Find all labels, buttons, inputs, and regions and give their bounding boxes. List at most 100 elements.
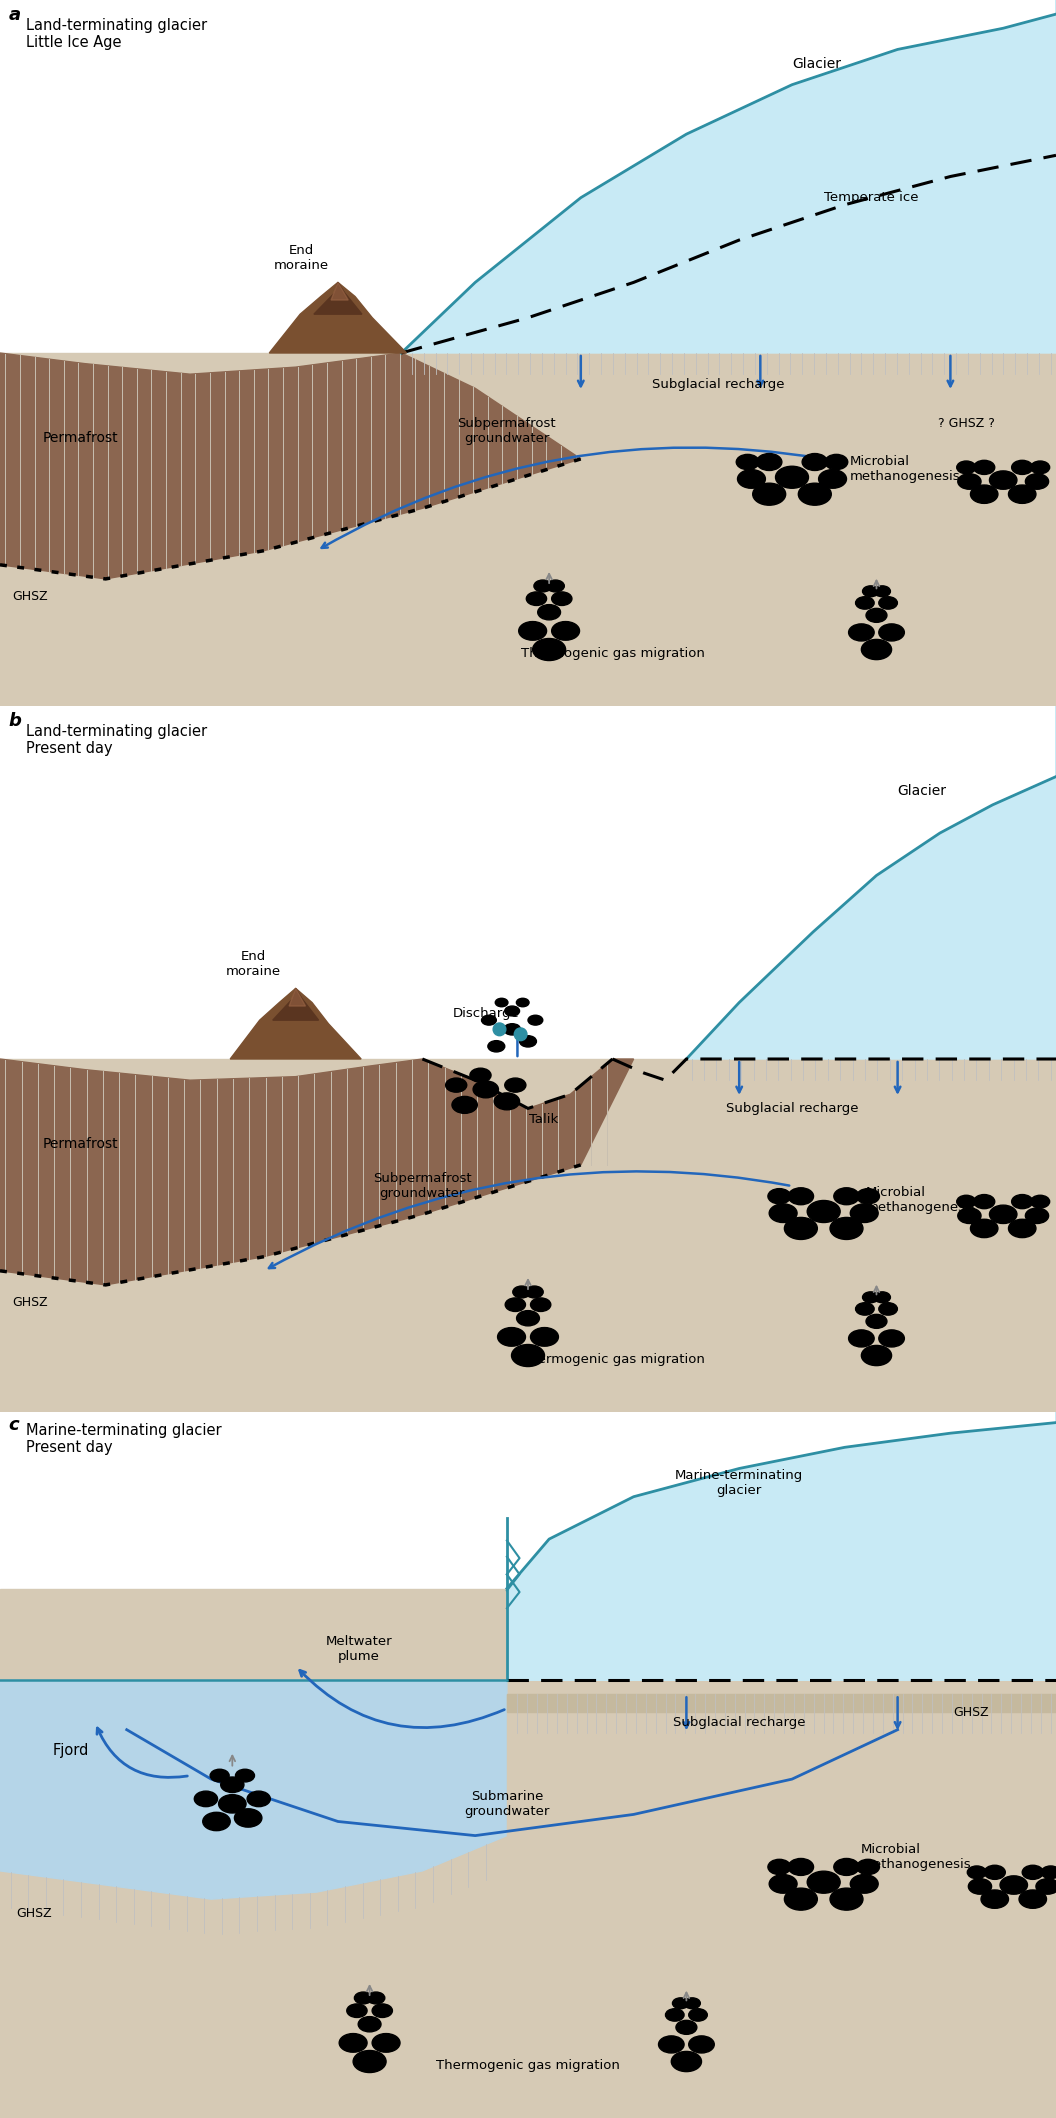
Circle shape (346, 2004, 367, 2018)
Text: Glacier: Glacier (792, 57, 841, 70)
Circle shape (863, 1292, 879, 1303)
Circle shape (863, 587, 879, 597)
Circle shape (511, 1345, 545, 1366)
Text: Microbial
methanogenesis: Microbial methanogenesis (850, 455, 961, 483)
Text: GHSZ: GHSZ (16, 1906, 52, 1919)
Ellipse shape (493, 1023, 506, 1036)
Text: End
moraine: End moraine (274, 244, 328, 271)
Circle shape (684, 1997, 700, 2008)
Circle shape (874, 587, 890, 597)
Circle shape (210, 1769, 229, 1781)
Text: Submarine
groundwater: Submarine groundwater (465, 1790, 549, 1817)
Circle shape (874, 1292, 890, 1303)
Circle shape (989, 1205, 1017, 1224)
Circle shape (1008, 1220, 1036, 1237)
Circle shape (372, 2033, 400, 2052)
Bar (0, 0, 1056, 354)
Circle shape (673, 1997, 689, 2008)
Circle shape (505, 1298, 526, 1311)
Circle shape (970, 1220, 998, 1237)
Polygon shape (230, 989, 361, 1059)
Text: Thermogenic gas migration: Thermogenic gas migration (436, 2059, 620, 2071)
Circle shape (834, 1188, 860, 1205)
Circle shape (866, 608, 887, 623)
Circle shape (497, 1328, 526, 1347)
Circle shape (1000, 1877, 1027, 1893)
Circle shape (850, 1874, 879, 1893)
Circle shape (676, 2021, 697, 2033)
Circle shape (353, 2050, 386, 2074)
Circle shape (1019, 1889, 1046, 1908)
Circle shape (530, 1298, 551, 1311)
Circle shape (957, 1195, 976, 1207)
Circle shape (879, 1303, 898, 1315)
Circle shape (221, 1777, 244, 1792)
Circle shape (830, 1218, 863, 1239)
Polygon shape (0, 1059, 634, 1286)
Text: Land-terminating glacier
Little Ice Age: Land-terminating glacier Little Ice Age (26, 17, 208, 51)
Polygon shape (332, 282, 348, 301)
Text: Microbial
methanogenesis: Microbial methanogenesis (861, 1843, 972, 1870)
Circle shape (547, 580, 564, 591)
Text: Subpermafrost
groundwater: Subpermafrost groundwater (457, 417, 557, 445)
Text: End
moraine: End moraine (226, 949, 281, 979)
Circle shape (788, 1188, 813, 1205)
Circle shape (756, 453, 781, 470)
Text: Subpermafrost
groundwater: Subpermafrost groundwater (373, 1171, 472, 1201)
Polygon shape (401, 0, 1056, 354)
Circle shape (488, 1040, 505, 1053)
Text: GHSZ: GHSZ (954, 1705, 989, 1718)
Circle shape (818, 470, 847, 489)
Circle shape (470, 1067, 491, 1082)
Text: c: c (8, 1415, 19, 1434)
Text: Land-terminating glacier
Present day: Land-terminating glacier Present day (26, 724, 208, 756)
Ellipse shape (514, 1027, 527, 1040)
Circle shape (534, 580, 551, 591)
Circle shape (372, 2004, 393, 2018)
Polygon shape (507, 1413, 1056, 1680)
Circle shape (1025, 1207, 1049, 1224)
Circle shape (769, 1874, 797, 1893)
Circle shape (862, 640, 891, 659)
Text: Temperate ice: Temperate ice (824, 191, 918, 203)
Circle shape (194, 1792, 218, 1807)
Circle shape (807, 1870, 841, 1893)
Bar (0, 1059, 1056, 1413)
Circle shape (768, 1188, 791, 1203)
Text: Marine-terminating
glacier: Marine-terminating glacier (675, 1468, 804, 1497)
Circle shape (526, 591, 547, 606)
Circle shape (879, 1330, 904, 1347)
Circle shape (446, 1078, 467, 1093)
Circle shape (505, 1006, 520, 1017)
Circle shape (1031, 462, 1050, 474)
Circle shape (958, 1207, 981, 1224)
Circle shape (530, 1328, 559, 1347)
Text: Thermogenic gas migration: Thermogenic gas migration (521, 1353, 704, 1366)
Text: GHSZ: GHSZ (13, 591, 49, 604)
Circle shape (495, 998, 508, 1006)
Circle shape (203, 1813, 230, 1830)
Circle shape (672, 2052, 701, 2071)
Circle shape (879, 625, 904, 642)
Circle shape (825, 455, 848, 470)
Circle shape (855, 597, 874, 610)
Circle shape (1025, 474, 1049, 489)
Circle shape (958, 474, 981, 489)
Circle shape (834, 1857, 860, 1874)
Text: Thermogenic gas migration: Thermogenic gas migration (521, 646, 704, 659)
Circle shape (235, 1769, 254, 1781)
Circle shape (775, 466, 809, 489)
Circle shape (665, 2008, 684, 2021)
Circle shape (785, 1887, 817, 1910)
Circle shape (516, 998, 529, 1006)
Circle shape (516, 1311, 540, 1326)
Circle shape (551, 621, 580, 640)
Circle shape (957, 462, 976, 474)
Circle shape (785, 1218, 817, 1239)
Circle shape (513, 1286, 530, 1298)
Bar (0, 1588, 1056, 2118)
Bar (0, 705, 1056, 1059)
Circle shape (1022, 1866, 1043, 1879)
Polygon shape (269, 282, 407, 354)
Text: Subglacial recharge: Subglacial recharge (652, 379, 785, 392)
